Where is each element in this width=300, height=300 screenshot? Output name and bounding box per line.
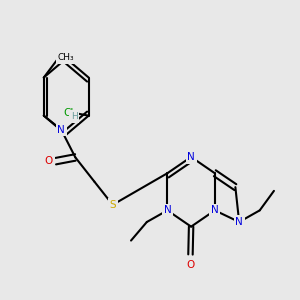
Text: H: H <box>71 112 78 121</box>
Text: S: S <box>110 200 116 210</box>
Text: O: O <box>45 156 53 166</box>
Text: N: N <box>164 206 171 215</box>
Text: O: O <box>186 260 195 270</box>
Text: N: N <box>187 152 195 162</box>
Text: N: N <box>57 124 65 135</box>
Text: CH₃: CH₃ <box>58 53 74 62</box>
Text: N: N <box>211 206 219 215</box>
Text: Cl: Cl <box>64 108 74 118</box>
Text: N: N <box>235 217 243 227</box>
